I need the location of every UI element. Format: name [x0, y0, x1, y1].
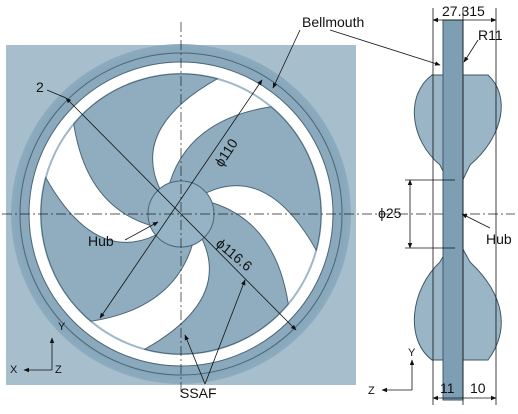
axis-triad [382, 360, 412, 390]
hub-label: Hub [88, 233, 114, 249]
axis-label: Z [55, 364, 62, 376]
axis-label: Y [58, 321, 66, 333]
dim-label: ϕ25 [378, 205, 402, 221]
leader [462, 214, 490, 228]
drawing: 2 ϕ110 ϕ116.6 Hub SSAF Y X Z Bellmouth 2… [0, 0, 518, 409]
dim-label: 10 [470, 380, 486, 396]
dim-label: 11 [440, 380, 455, 396]
hub-label: Hub [486, 231, 512, 247]
axis-label: Z [368, 385, 375, 397]
blade-label: SSAF [180, 385, 217, 401]
dim-label: 2 [36, 79, 44, 95]
bellmouth-section [443, 20, 463, 400]
axis-label: X [10, 364, 18, 376]
axis-label: Y [408, 347, 416, 359]
dim-label: R11 [478, 27, 503, 43]
bellmouth-label: Bellmouth [302, 14, 364, 30]
dim-label: 27.315 [442, 3, 485, 19]
leader [464, 40, 478, 62]
